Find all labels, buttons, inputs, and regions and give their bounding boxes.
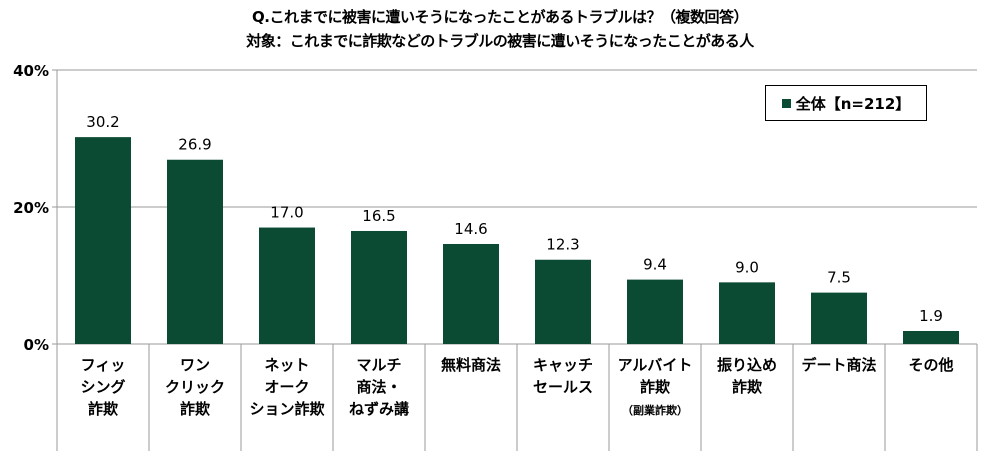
x-tick-label: ネット: [264, 356, 309, 374]
x-tick-label: 無料商法: [441, 356, 501, 374]
x-tick-label: （副業詐欺）: [622, 403, 688, 417]
x-tick-label: 振り込め: [717, 356, 777, 374]
x-tick-label: デート商法: [801, 356, 876, 374]
legend-label: 全体【n=212】: [795, 94, 911, 113]
x-tick-label: ねずみ講: [349, 400, 409, 418]
data-label: 16.5: [362, 207, 395, 225]
y-tick-label: 20%: [13, 199, 49, 217]
x-tick-label: 詐欺: [180, 400, 210, 418]
x-tick-label: 詐欺: [640, 378, 670, 396]
x-tick-label: アルバイト: [618, 356, 693, 374]
bar: [627, 279, 683, 344]
bar: [719, 282, 775, 344]
x-tick-label: キャッチ: [533, 356, 593, 374]
y-tick-label: 0%: [24, 336, 49, 354]
x-tick-label: マルチ: [356, 356, 401, 374]
data-label: 30.2: [86, 113, 119, 131]
bar: [535, 259, 591, 344]
legend-swatch: [781, 98, 791, 108]
x-tick-label: ション詐欺: [249, 400, 324, 418]
y-tick-label: 40%: [13, 62, 49, 80]
x-tick-label: セールス: [533, 378, 593, 396]
bar: [75, 137, 131, 344]
x-tick-label: 商法・: [356, 378, 401, 396]
chart-title-target: 対象：これまでに詐欺などのトラブルの被害に遭いそうになったことがある人: [246, 32, 754, 50]
x-tick-label: その他: [908, 356, 953, 374]
legend: 全体【n=212】: [765, 85, 927, 121]
bar: [811, 292, 867, 344]
data-label: 9.4: [643, 256, 667, 274]
bar: [259, 227, 315, 344]
bar: [167, 159, 223, 344]
data-label: 26.9: [178, 136, 211, 154]
chart-title-question: Q.これまでに被害に遭いそうになったことがあるトラブルは？（複数回答）: [252, 8, 748, 26]
x-tick-label: クリック: [165, 378, 225, 396]
data-label: 14.6: [454, 220, 487, 238]
data-label: 7.5: [827, 269, 851, 287]
data-label: 17.0: [270, 204, 303, 222]
data-label: 12.3: [546, 236, 579, 254]
x-tick-label: 詐欺: [732, 378, 762, 396]
x-tick-label: 詐欺: [88, 400, 118, 418]
x-tick-label: ワン: [180, 356, 210, 374]
data-label: 9.0: [735, 258, 759, 276]
bar: [351, 230, 407, 344]
x-tick-label: シング: [80, 378, 125, 396]
x-tick-label: オーク: [264, 378, 309, 396]
data-label: 1.9: [919, 307, 943, 325]
bar: [443, 243, 499, 344]
bar: [903, 330, 959, 344]
x-tick-label: フィッ: [81, 356, 126, 374]
